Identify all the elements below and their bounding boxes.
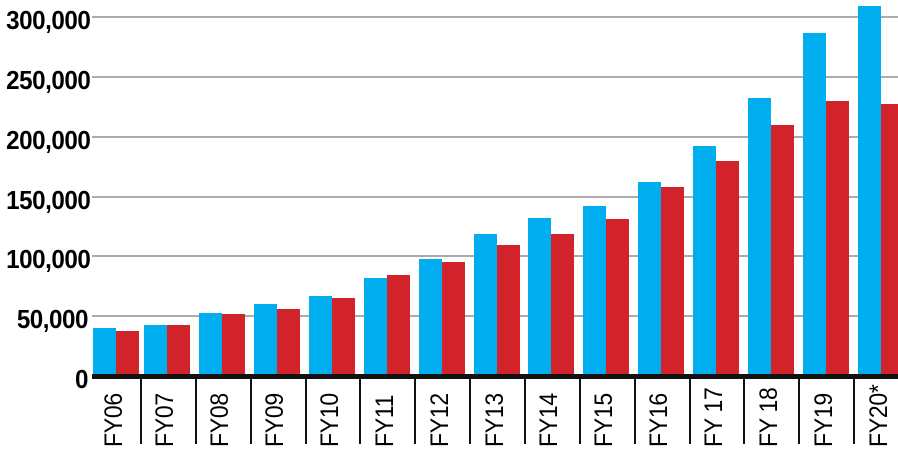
category-tick: [743, 379, 746, 444]
bar-red-fy06: [116, 330, 139, 376]
category-tick: [578, 379, 581, 444]
x-tick-label-fy15: FY15: [590, 393, 619, 447]
category-tick: [633, 379, 636, 444]
bar-red-fy13: [496, 245, 520, 376]
x-tick-label-fy07: FY07: [151, 393, 180, 447]
category-tick: [414, 379, 417, 444]
bar-red-fy07: [167, 324, 191, 376]
x-tick-label-fy06: FY06: [100, 393, 128, 447]
bar-red-fy17: [715, 160, 739, 376]
bar-red-fy10: [332, 297, 355, 376]
y-tick-label-100000: 100,000: [6, 244, 91, 275]
category-tick: [249, 379, 252, 444]
x-tick-label-fy10: FY10: [316, 393, 344, 447]
gridline-150000: [92, 195, 898, 198]
y-tick-label-200000: 200,000: [6, 124, 91, 155]
category-tick: [359, 379, 362, 444]
bar-blue-fy20: [857, 6, 881, 376]
bar-red-fy14: [551, 233, 575, 376]
bar-red-fy19: [825, 100, 849, 376]
bar-blue-fy07: [144, 324, 168, 376]
category-tick: [798, 379, 801, 444]
category-tick: [688, 379, 691, 444]
bar-blue-fy17: [692, 146, 716, 376]
bar-red-fy15: [606, 219, 630, 376]
bar-blue-fy16: [638, 182, 662, 376]
bar-red-fy16: [661, 186, 685, 376]
x-tick-label-fy17: FY 17: [699, 387, 728, 447]
bar-blue-fy08: [199, 313, 223, 376]
x-tick-label-fy20: FY20*: [864, 384, 893, 447]
category-tick: [304, 379, 307, 444]
bar-blue-fy10: [309, 295, 332, 376]
x-tick-label-fy12: FY12: [425, 393, 454, 447]
bar-red-fy08: [222, 313, 246, 376]
bar-red-fy20: [880, 104, 898, 376]
bar-blue-fy09: [254, 304, 278, 376]
category-tick: [140, 379, 142, 444]
y-tick-label-0: 0: [75, 364, 88, 394]
bar-blue-fy06: [93, 328, 116, 376]
x-tick-label-fy18: FY 18: [754, 387, 783, 447]
bar-blue-fy18: [747, 98, 771, 376]
x-axis-line: [92, 374, 898, 379]
x-tick-label-fy09: FY09: [261, 393, 290, 447]
x-tick-label-fy14: FY14: [535, 393, 564, 447]
x-tick-label-fy16: FY16: [645, 393, 674, 447]
bar-blue-fy14: [528, 218, 552, 376]
x-tick-label-fy13: FY13: [480, 393, 509, 447]
bar-blue-fy13: [473, 233, 497, 376]
bar-red-fy09: [277, 309, 301, 376]
bar-red-fy12: [441, 261, 465, 376]
category-tick: [194, 379, 197, 444]
bar-blue-fy19: [802, 32, 826, 376]
gridline-300000: [92, 16, 898, 18]
category-tick: [469, 379, 472, 444]
bar-blue-fy15: [583, 206, 607, 376]
gridline-250000: [92, 75, 898, 78]
y-tick-label-250000: 250,000: [6, 64, 91, 95]
gridline-200000: [92, 135, 898, 138]
bar-blue-fy12: [418, 258, 442, 376]
bar-red-fy18: [770, 124, 794, 376]
category-tick: [853, 379, 856, 444]
bar-blue-fy11: [363, 277, 387, 376]
y-tick-label-50000: 50,000: [16, 304, 89, 335]
y-tick-label-150000: 150,000: [6, 184, 91, 215]
x-tick-label-fy11: FY11: [370, 394, 399, 447]
x-tick-label-fy08: FY08: [206, 393, 235, 447]
y-tick-label-300000: 300,000: [6, 5, 91, 35]
bar-red-fy11: [386, 274, 410, 376]
x-tick-label-fy19: FY19: [809, 393, 838, 447]
category-tick: [524, 379, 526, 444]
